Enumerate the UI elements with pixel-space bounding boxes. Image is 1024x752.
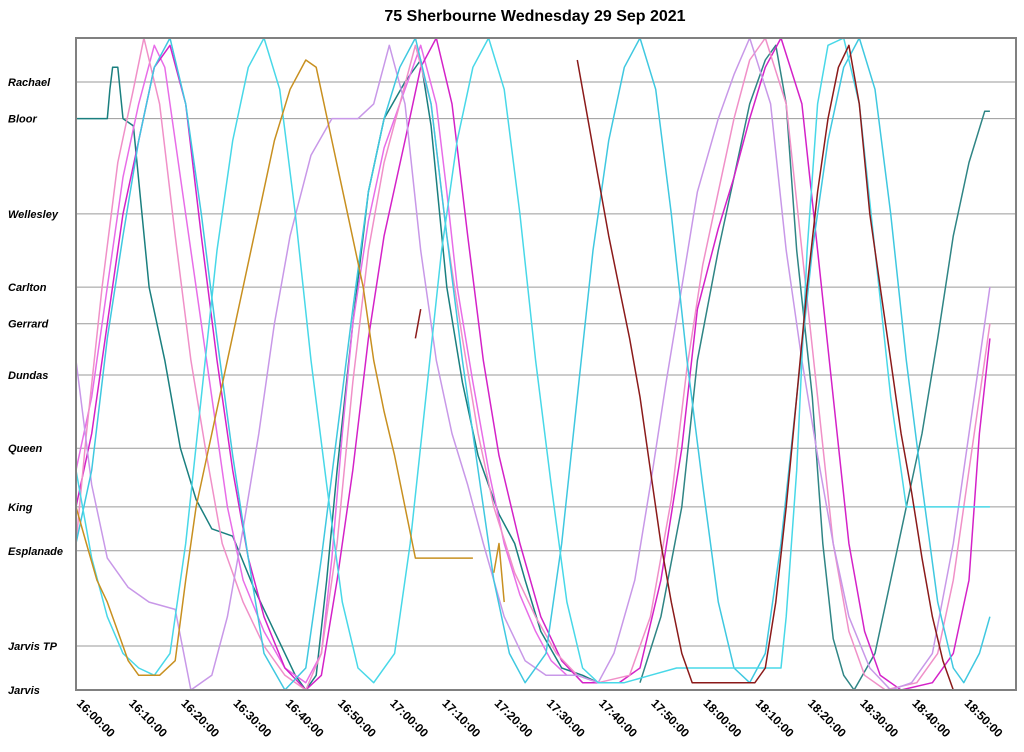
series-line-12 [414, 308, 422, 339]
series-line-3 [75, 44, 568, 684]
stop-label: Queen [8, 443, 43, 455]
x-tick-label: 18:20:00 [805, 696, 849, 740]
x-tick-label: 17:20:00 [492, 696, 536, 740]
stop-label: Wellesley [8, 209, 59, 221]
series-line-4 [75, 37, 991, 691]
x-tick-label: 16:10:00 [126, 696, 170, 740]
chart-title: 75 Sherbourne Wednesday 29 Sep 2021 [384, 8, 685, 25]
series-line-8 [75, 37, 990, 684]
stop-label: Jarvis TP [8, 641, 58, 653]
series-line-2 [639, 44, 990, 691]
x-tick-label: 17:30:00 [544, 696, 588, 740]
x-tick-label: 17:50:00 [648, 696, 692, 740]
stop-label: King [8, 502, 33, 514]
x-tick-label: 17:40:00 [596, 696, 640, 740]
grid-lines [76, 81, 1016, 691]
series-line-9 [75, 59, 473, 677]
stop-label: Gerrard [8, 319, 49, 331]
series-line-1 [76, 59, 599, 691]
x-tick-label: 16:30:00 [231, 696, 275, 740]
plot-frame [75, 37, 1017, 691]
x-tick-label: 18:40:00 [909, 696, 953, 740]
x-tick-label: 16:50:00 [335, 696, 379, 740]
stop-label: Jarvis [8, 685, 40, 697]
x-tick-label: 17:00:00 [387, 696, 431, 740]
x-tick-label: 16:00:00 [74, 696, 118, 740]
x-tick-label: 16:20:00 [178, 696, 222, 740]
x-tick-label: 16:40:00 [283, 696, 327, 740]
stop-label: Rachael [8, 77, 51, 89]
x-tick-labels: 16:00:00 16:10:00 16:20:00 16:30:00 16:40:00… [74, 696, 1006, 740]
x-tick-label: 18:10:00 [753, 696, 797, 740]
stop-labels: Rachael Bloor Wellesley Carlton Gerrard Dunda… [8, 77, 63, 697]
stop-label: Dundas [8, 370, 48, 382]
x-tick-label: 17:10:00 [439, 696, 483, 740]
x-tick-label: 18:50:00 [962, 696, 1006, 740]
series-lines [75, 37, 991, 691]
series-line-7 [75, 37, 991, 691]
x-tick-label: 18:30:00 [857, 696, 901, 740]
series-line-5 [75, 37, 991, 691]
series-line-11 [576, 44, 955, 691]
stop-label: Carlton [8, 282, 47, 294]
x-tick-label: 18:00:00 [701, 696, 745, 740]
series-line-10 [493, 542, 505, 603]
series-line-6 [75, 37, 991, 691]
stop-label: Esplanade [8, 546, 63, 558]
stop-label: Bloor [8, 114, 37, 126]
